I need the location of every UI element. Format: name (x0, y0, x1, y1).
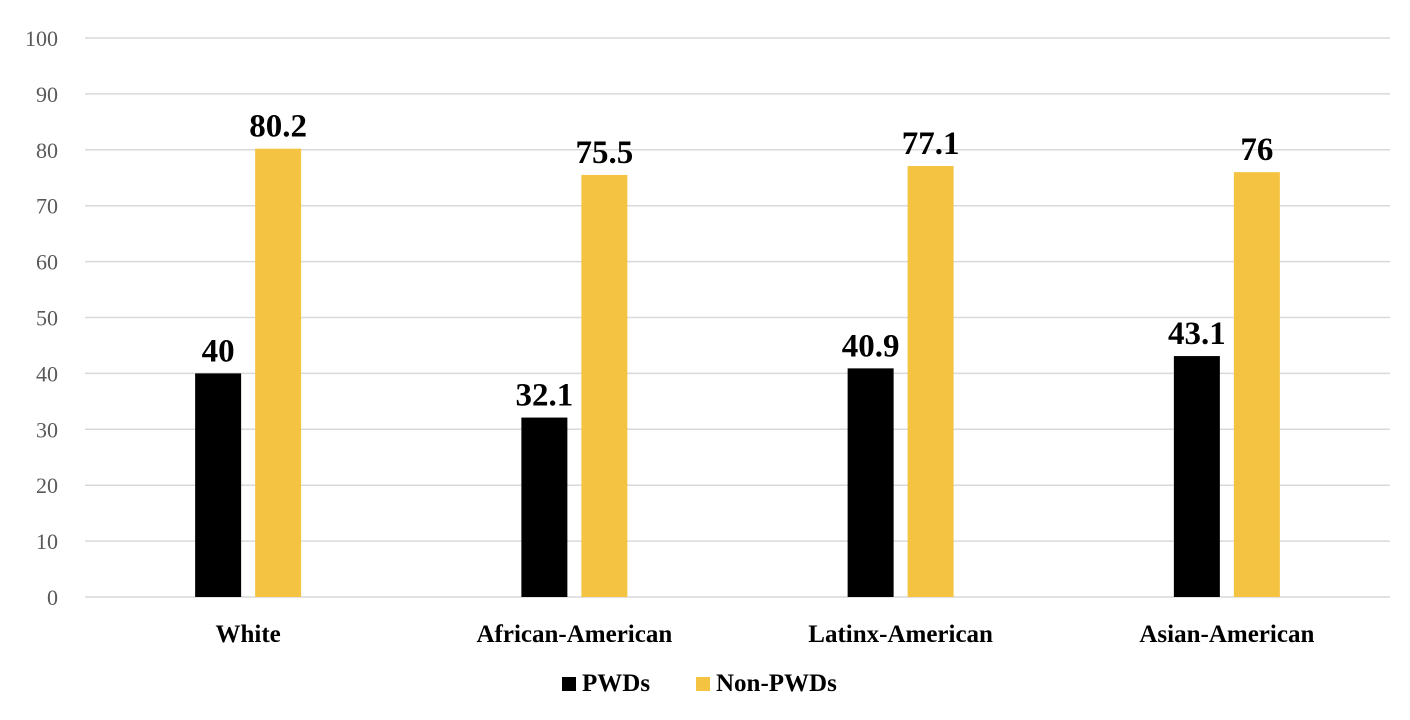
bar-pwds-white (195, 373, 242, 597)
y-tick-label: 50 (36, 306, 58, 331)
data-labels: 40 32.1 40.9 43.1 80.2 75.5 77.1 76 (202, 109, 1274, 414)
y-tick-label: 10 (36, 529, 58, 554)
x-tick-label: White (215, 621, 280, 648)
bar-non-pwds-asian-american (1233, 172, 1280, 597)
y-tick-label: 70 (36, 194, 58, 219)
legend-label: PWDs (582, 670, 650, 697)
bar-pwds-asian-american (1173, 356, 1220, 597)
data-label: 32.1 (516, 378, 574, 414)
data-label: 40.9 (842, 328, 900, 364)
x-axis-tick-labels: White African-American Latinx-American Asia… (215, 621, 1314, 648)
data-label: 43.1 (1168, 316, 1226, 352)
y-tick-label: 90 (36, 82, 58, 107)
data-label: 75.5 (576, 135, 634, 171)
bar-non-pwds-white (255, 148, 302, 597)
y-tick-label: 40 (36, 361, 58, 386)
bar-pwds-latinx-american (847, 368, 894, 597)
y-tick-label: 20 (36, 473, 58, 498)
y-axis-tick-labels: 0 10 20 30 40 50 60 70 80 90 100 (25, 26, 58, 610)
y-tick-label: 0 (47, 585, 58, 610)
legend-swatch-pwds (562, 677, 576, 691)
bar-pwds-african-american (521, 417, 568, 597)
data-label: 76 (1240, 132, 1273, 168)
data-label: 80.2 (249, 109, 307, 145)
data-label: 40 (202, 333, 235, 369)
bar-non-pwds-latinx-american (907, 166, 954, 598)
y-tick-label: 30 (36, 417, 58, 442)
gridlines (85, 37, 1390, 598)
legend-swatch-non-pwds (696, 677, 710, 691)
bars (195, 148, 1280, 598)
legend-label: Non-PWDs (716, 670, 837, 697)
bar-non-pwds-african-american (581, 174, 628, 597)
x-tick-label: African-American (476, 621, 672, 648)
x-tick-label: Asian-American (1139, 621, 1314, 648)
legend: PWDs Non-PWDs (562, 670, 837, 697)
y-tick-label: 60 (36, 250, 58, 275)
x-tick-label: Latinx-American (808, 621, 993, 648)
data-label: 77.1 (902, 126, 960, 162)
y-tick-label: 80 (36, 138, 58, 163)
y-tick-label: 100 (25, 26, 58, 51)
